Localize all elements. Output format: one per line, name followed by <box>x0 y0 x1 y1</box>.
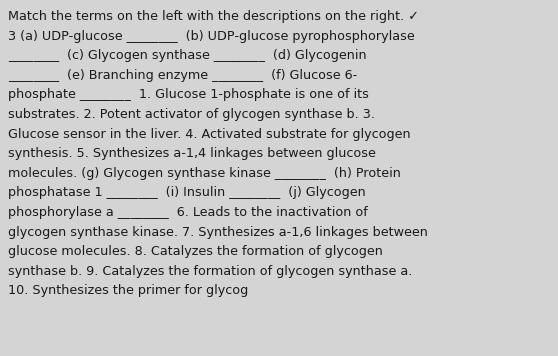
Text: synthesis. 5. Synthesizes a-1,4 linkages between glucose: synthesis. 5. Synthesizes a-1,4 linkages… <box>8 147 376 160</box>
Text: synthase b. 9. Catalyzes the formation of glycogen synthase a.: synthase b. 9. Catalyzes the formation o… <box>8 265 412 278</box>
Text: phosphorylase a ________  6. Leads to the inactivation of: phosphorylase a ________ 6. Leads to the… <box>8 206 368 219</box>
Text: Glucose sensor in the liver. 4. Activated substrate for glycogen: Glucose sensor in the liver. 4. Activate… <box>8 127 411 141</box>
Text: 3 (a) UDP-glucose ________  (b) UDP-glucose pyrophosphorylase: 3 (a) UDP-glucose ________ (b) UDP-gluco… <box>8 30 415 43</box>
Text: Match the terms on the left with the descriptions on the right. ✓: Match the terms on the left with the des… <box>8 10 419 23</box>
Text: ________  (c) Glycogen synthase ________  (d) Glycogenin: ________ (c) Glycogen synthase ________ … <box>8 49 367 62</box>
Text: 10. Synthesizes the primer for glycog: 10. Synthesizes the primer for glycog <box>8 284 248 297</box>
Text: phosphatase 1 ________  (i) Insulin ________  (j) Glycogen: phosphatase 1 ________ (i) Insulin _____… <box>8 187 365 199</box>
Text: glycogen synthase kinase. 7. Synthesizes a-1,6 linkages between: glycogen synthase kinase. 7. Synthesizes… <box>8 226 428 239</box>
Text: glucose molecules. 8. Catalyzes the formation of glycogen: glucose molecules. 8. Catalyzes the form… <box>8 245 383 258</box>
Text: ________  (e) Branching enzyme ________  (f) Glucose 6-: ________ (e) Branching enzyme ________ (… <box>8 69 357 82</box>
Text: molecules. (g) Glycogen synthase kinase ________  (h) Protein: molecules. (g) Glycogen synthase kinase … <box>8 167 401 180</box>
Text: substrates. 2. Potent activator of glycogen synthase b. 3.: substrates. 2. Potent activator of glyco… <box>8 108 375 121</box>
Text: phosphate ________  1. Glucose 1-phosphate is one of its: phosphate ________ 1. Glucose 1-phosphat… <box>8 88 369 101</box>
